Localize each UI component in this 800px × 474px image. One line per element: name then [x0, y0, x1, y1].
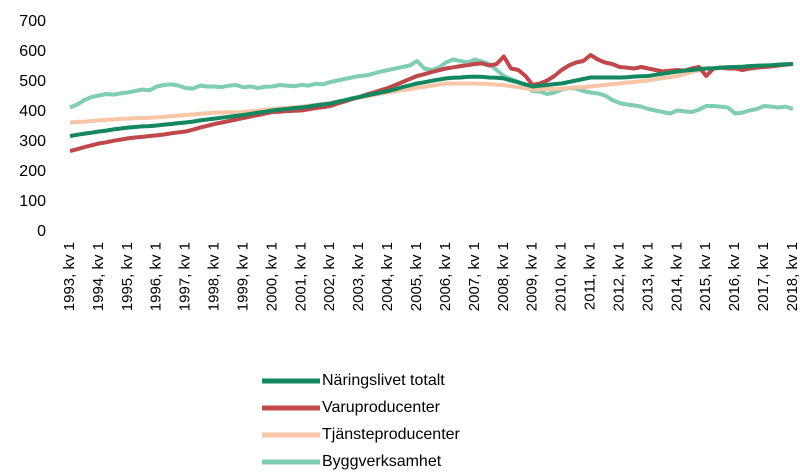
- x-tick-label: 2010, kv 1: [553, 242, 570, 311]
- x-tick-label: 1999, kv 1: [234, 242, 251, 311]
- x-tick-label: 2013, kv 1: [639, 242, 656, 311]
- legend-label: Varuproducenter: [322, 399, 441, 416]
- x-tick-label: 2018, kv 1: [784, 242, 800, 311]
- x-tick-label: 2000, kv 1: [263, 242, 280, 311]
- y-tick-label: 700: [19, 13, 46, 30]
- x-tick-label: 2015, kv 1: [697, 242, 714, 311]
- x-tick-label: 2009, kv 1: [524, 242, 541, 311]
- series-line: [69, 62, 794, 138]
- series-line: [69, 62, 794, 125]
- x-tick-label: 2008, kv 1: [495, 242, 512, 311]
- series-line: [69, 57, 794, 116]
- x-tick-label: 2016, kv 1: [726, 242, 743, 311]
- y-tick-label: 300: [19, 133, 46, 150]
- x-tick-label: 1995, kv 1: [119, 242, 136, 311]
- x-tick-label: 2006, kv 1: [437, 242, 454, 311]
- x-tick-label: 2017, kv 1: [755, 242, 772, 311]
- y-tick-label: 200: [19, 163, 46, 180]
- y-tick-label: 100: [19, 193, 46, 210]
- y-tick-label: 600: [19, 43, 46, 60]
- x-tick-label: 2004, kv 1: [379, 242, 396, 311]
- x-tick-label: 1997, kv 1: [177, 242, 194, 311]
- x-tick-label: 1998, kv 1: [206, 242, 223, 311]
- y-tick-label: 500: [19, 73, 46, 90]
- x-tick-label: 2001, kv 1: [292, 242, 309, 311]
- x-tick-label: 1994, kv 1: [90, 242, 107, 311]
- y-tick-label: 400: [19, 103, 46, 120]
- legend-label: Tjänsteproducenter: [322, 426, 461, 443]
- x-tick-label: 2012, kv 1: [610, 242, 627, 311]
- legend-label: Näringslivet totalt: [322, 372, 445, 389]
- x-tick-label: 1993, kv 1: [61, 242, 78, 311]
- x-tick-label: 2011, kv 1: [582, 242, 599, 310]
- x-tick-label: 1996, kv 1: [148, 242, 165, 311]
- x-tick-label: 2007, kv 1: [466, 242, 483, 311]
- x-tick-label: 2002, kv 1: [321, 242, 338, 311]
- x-tick-label: 2003, kv 1: [350, 242, 367, 311]
- legend-label: Byggverksamhet: [322, 453, 442, 470]
- x-tick-label: 2014, kv 1: [668, 242, 685, 311]
- x-tick-label: 2005, kv 1: [408, 242, 425, 311]
- y-tick-label: 0: [37, 223, 46, 240]
